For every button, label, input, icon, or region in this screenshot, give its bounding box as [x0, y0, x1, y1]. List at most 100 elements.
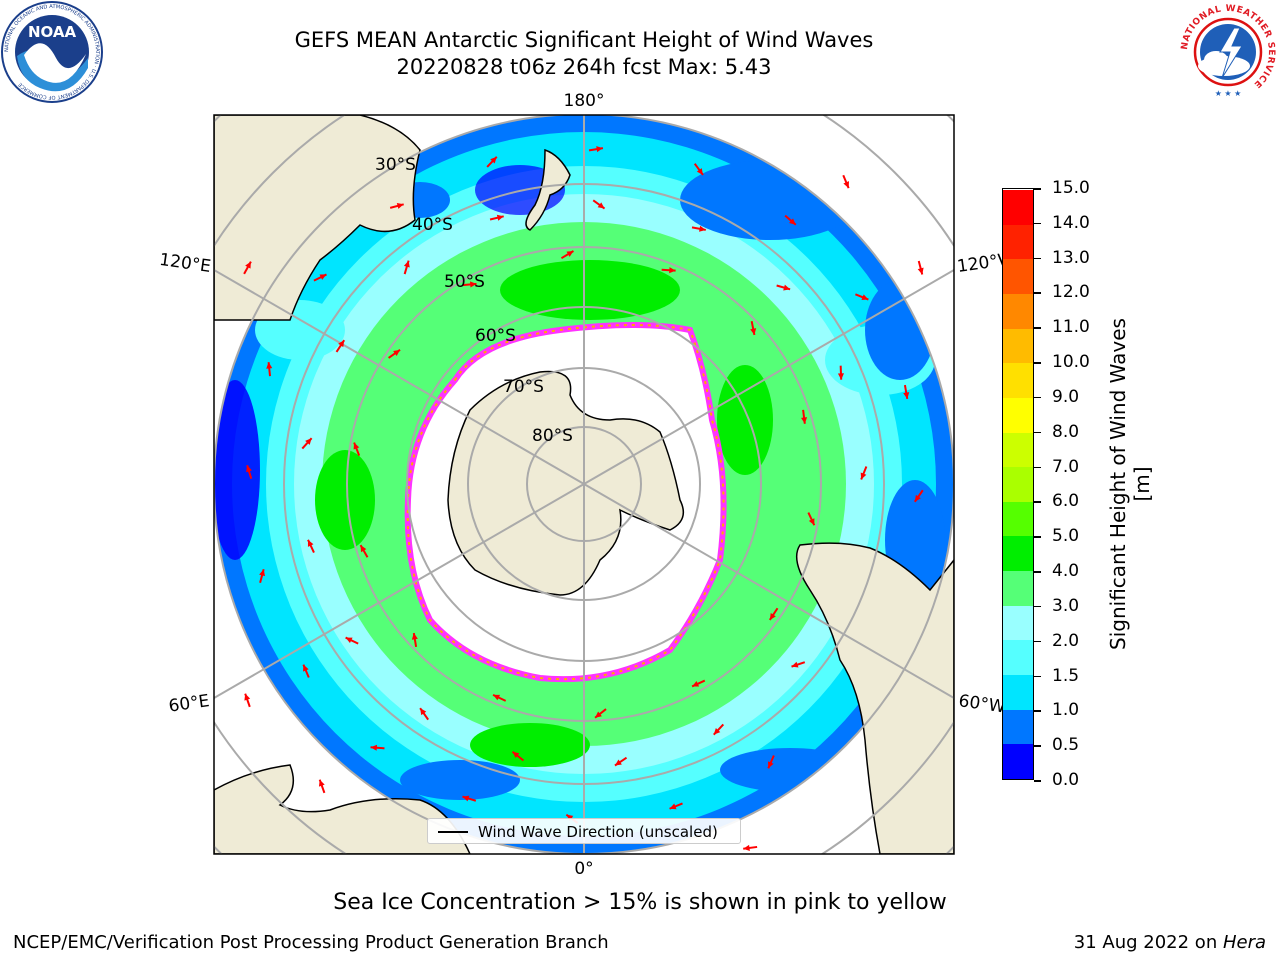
lat-label-50: 50°S: [444, 272, 485, 292]
lat-label-80: 80°S: [532, 426, 573, 446]
wave-direction-arrowhead: [614, 759, 622, 766]
colorbar-tick-mark: [1034, 396, 1041, 399]
wave-direction-arrowhead: [566, 814, 574, 821]
wave-direction-arrowhead: [669, 803, 677, 810]
colorbar-segment: [1003, 674, 1033, 710]
colorbar-tick-mark: [1034, 536, 1041, 538]
wave-direction-arrowhead: [595, 711, 602, 718]
colorbar-tick-label: 14.0: [1052, 212, 1090, 233]
wave-direction-arrowhead: [808, 518, 815, 526]
wave-direction-arrowhead: [801, 417, 808, 424]
colorbar-segment: [1003, 605, 1033, 641]
noaa-logo: NOAA NATIONAL OCEANIC AND ATMOSPHERIC AD…: [1, 1, 103, 103]
wave-direction-arrowhead: [353, 442, 360, 450]
colorbar-tick-label: 12.0: [1052, 282, 1090, 303]
wave-direction-arrowhead: [245, 261, 251, 269]
colorbar-tick-mark: [1034, 710, 1041, 712]
map-legend: Wind Wave Direction (unscaled): [427, 818, 741, 844]
legend-label: Wind Wave Direction (unscaled): [478, 823, 718, 841]
wave-direction-arrowhead: [789, 218, 796, 225]
sea-ice-note: Sea Ice Concentration > 15% is shown in …: [333, 890, 947, 915]
colorbar-tick-label: 10.0: [1052, 352, 1090, 373]
colorbar-segment: [1003, 258, 1033, 294]
wave-direction-arrowhead: [338, 340, 345, 348]
lon-label-lower-left: 60°E: [167, 691, 210, 716]
wave-direction-arrowhead: [318, 779, 325, 787]
colorbar-tick-mark: [1034, 605, 1041, 608]
colorbar-tick-label: 11.0: [1052, 317, 1090, 338]
colorbar-segment: [1003, 432, 1033, 468]
wave-direction-arrowhead: [244, 693, 251, 701]
colorbar-tick-mark: [1034, 780, 1041, 782]
map-frame: [213, 114, 955, 855]
wave-direction-arrowhead: [345, 637, 353, 644]
wave-direction-arrowhead: [305, 438, 312, 445]
wave-direction-arrowhead: [903, 392, 910, 399]
colorbar-segment: [1003, 224, 1033, 260]
wave-direction-arrowhead: [266, 362, 273, 369]
wave-direction-arrows: [243, 146, 924, 851]
lat-label-70: 70°S: [503, 377, 544, 397]
wave-direction-arrowhead: [259, 569, 266, 577]
star-icon: ★ ★ ★: [1215, 89, 1242, 98]
new-zealand-land: [525, 148, 571, 231]
colorbar-segment: [1003, 397, 1033, 433]
colorbar-segment: [1003, 466, 1033, 502]
wave-direction-arrowhead: [767, 761, 774, 769]
colorbar-tick-label: 8.0: [1052, 421, 1080, 442]
colorbar-tick-label: 9.0: [1052, 386, 1080, 407]
wave-direction-arrowhead: [307, 539, 314, 547]
nws-logo: NATIONAL WEATHER SERVICE ★ ★ ★: [1180, 4, 1276, 100]
wave-direction-arrowhead: [692, 681, 700, 687]
colorbar-tick-mark: [1034, 675, 1041, 678]
colorbar-tick-label: 0.0: [1052, 770, 1080, 790]
colorbar-segment: [1003, 570, 1033, 606]
wave-direction-arrowhead: [861, 294, 869, 301]
colorbar-tick-mark: [1034, 571, 1041, 573]
colorbar-tick-mark: [1034, 292, 1041, 294]
footer-credit: NCEP/EMC/Verification Post Processing Pr…: [13, 932, 609, 953]
wave-direction-arrowhead: [403, 260, 410, 268]
australia-land: [214, 115, 421, 321]
colorbar-tick-label: 0.5: [1052, 735, 1080, 756]
colorbar-tick-mark: [1034, 257, 1041, 260]
colorbar-tick-mark: [1034, 431, 1041, 434]
colorbar-tick-mark: [1034, 362, 1041, 364]
colorbar-tick-mark: [1034, 466, 1041, 469]
colorbar-segment: [1003, 293, 1033, 329]
lon-label-top: 180°: [564, 91, 605, 111]
colorbar-tick-mark: [1034, 188, 1041, 190]
wave-direction-arrowhead: [713, 727, 721, 735]
colorbar-tick-label: 4.0: [1052, 561, 1080, 582]
lon-label-upper-left: 120°E: [158, 250, 212, 277]
wave-direction-arrowhead: [917, 267, 924, 275]
noaa-logo-text: NOAA: [28, 23, 77, 41]
lat-label-30: 30°S: [375, 155, 416, 175]
colorbar-segment: [1003, 362, 1033, 398]
colorbar-tick-label: 2.0: [1052, 630, 1080, 651]
colorbar-segment: [1003, 501, 1033, 537]
colorbar-tick-mark: [1034, 327, 1041, 329]
colorbar-tick-mark: [1034, 501, 1041, 503]
wave-direction-arrowhead: [490, 156, 497, 164]
wave-direction-arrowhead: [699, 225, 706, 232]
wave-direction-arrowhead: [496, 214, 504, 221]
chart-subtitle: 20220828 t06z 264h fcst Max: 5.43: [396, 55, 772, 79]
wave-direction-arrowhead: [462, 795, 470, 802]
colorbar-segment: [1003, 189, 1033, 225]
colorbar-tick-label: 1.0: [1052, 700, 1080, 721]
colorbar-segment: [1003, 639, 1033, 676]
colorbar-tick-label: 13.0: [1052, 247, 1090, 268]
colorbar-label: Significant Height of Wind Waves [m]: [1106, 318, 1154, 650]
wave-direction-arrowhead: [837, 373, 844, 380]
wave-direction-arrowhead: [597, 202, 605, 209]
colorbar-segment: [1003, 709, 1033, 745]
wave-direction-arrowhead: [493, 694, 501, 701]
colorbar-tick-label: 1.5: [1052, 665, 1080, 686]
lon-label-lower-right: 60°W: [957, 691, 1006, 717]
wave-direction-arrowhead: [469, 281, 477, 288]
wave-direction-arrowhead: [411, 633, 418, 640]
colorbar-tick-label: 5.0: [1052, 526, 1080, 547]
colorbar-tick-label: 7.0: [1052, 456, 1080, 477]
